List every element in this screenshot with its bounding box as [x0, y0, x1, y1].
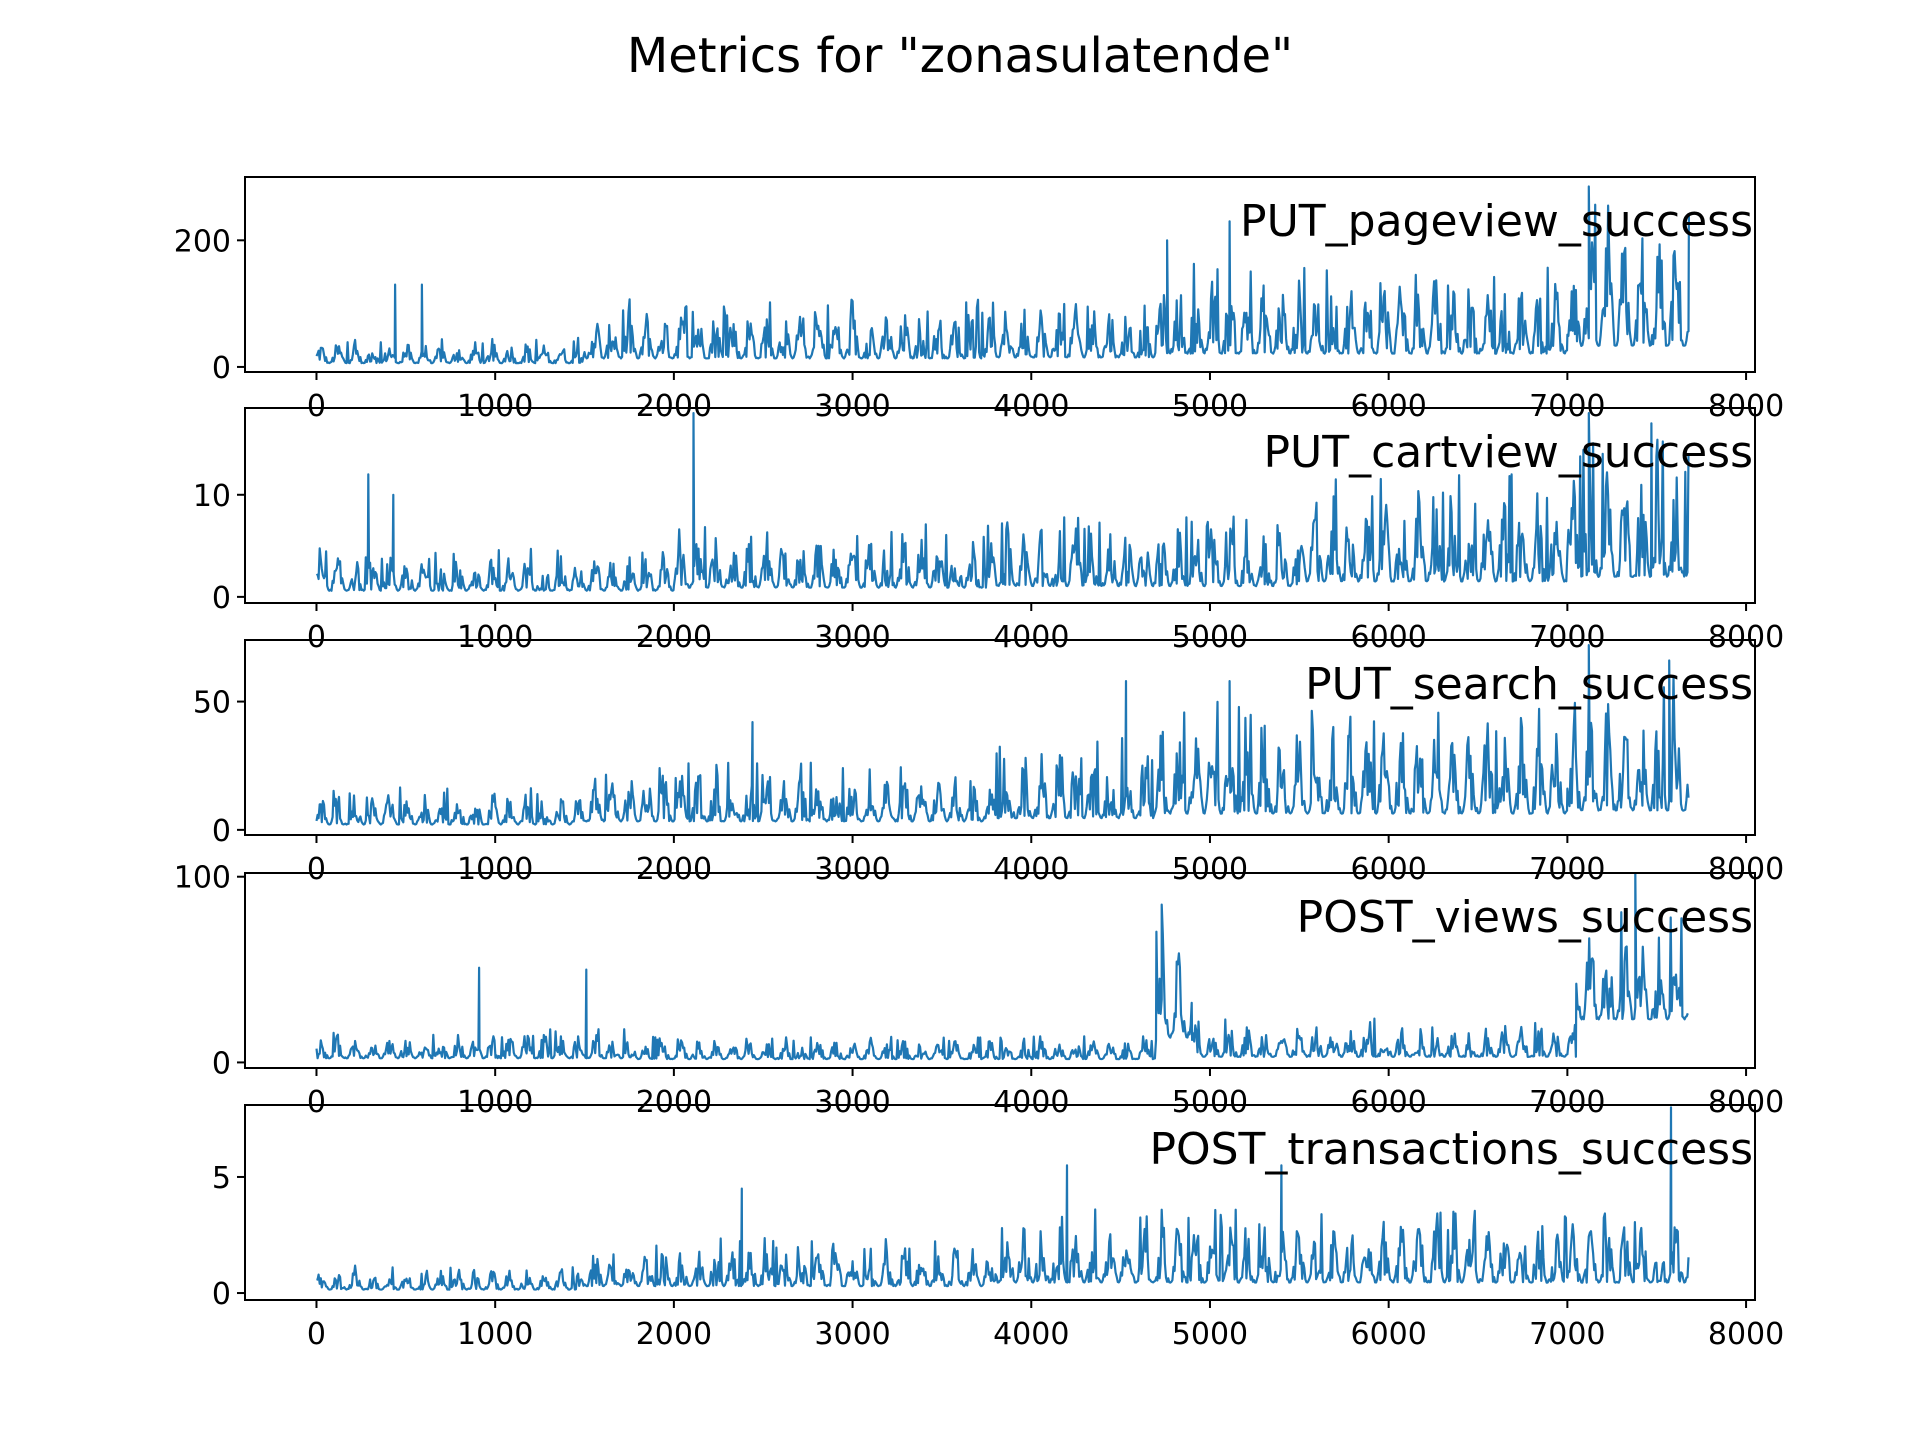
x-tick-label: 2000	[636, 852, 712, 887]
panel-label: PUT_search_success	[1305, 659, 1753, 710]
x-tick-label: 5000	[1172, 1317, 1248, 1352]
x-tick-label: 7000	[1529, 1085, 1605, 1120]
x-tick-label: 8000	[1708, 1085, 1784, 1120]
x-tick-label: 4000	[993, 852, 1069, 887]
panel-label: POST_transactions_success	[1149, 1124, 1753, 1175]
x-tick-label: 8000	[1708, 389, 1784, 424]
x-tick-label: 0	[307, 389, 326, 424]
panel-label: PUT_pageview_success	[1240, 196, 1753, 247]
x-tick-label: 0	[307, 620, 326, 655]
subplot-2: 0 10 0 1000 2000 3000 4000 5000 6000 7000 8000 PUT_…	[193, 407, 1784, 655]
x-tick-label: 4000	[993, 389, 1069, 424]
y-tick-label: 50	[193, 686, 231, 721]
x-tick-label: 3000	[814, 620, 890, 655]
x-tick-label: 2000	[636, 1085, 712, 1120]
x-tick-label: 0	[307, 1317, 326, 1352]
x-tick-label: 2000	[636, 389, 712, 424]
y-tick-label: 0	[212, 581, 231, 616]
x-tick-label: 7000	[1529, 1317, 1605, 1352]
x-tick-label: 8000	[1708, 852, 1784, 887]
axes-frame	[244, 407, 1756, 604]
x-tick-label: 8000	[1708, 620, 1784, 655]
x-tick-label: 7000	[1529, 389, 1605, 424]
x-tick-label: 7000	[1529, 852, 1605, 887]
x-tick-label: 1000	[457, 1317, 533, 1352]
x-tick-label: 0	[307, 1085, 326, 1120]
x-tick-label: 4000	[993, 620, 1069, 655]
x-tick-label: 6000	[1350, 852, 1426, 887]
x-tick-label: 3000	[814, 1085, 890, 1120]
x-tick-label: 1000	[457, 620, 533, 655]
panel-label: PUT_cartview_success	[1263, 427, 1753, 478]
x-tick-label: 0	[307, 852, 326, 887]
x-tick-label: 3000	[814, 389, 890, 424]
series-line-PUT_pageview_success	[315, 185, 1690, 365]
x-tick-label: 6000	[1350, 1085, 1426, 1120]
x-tick-label: 1000	[457, 852, 533, 887]
series-line-POST_views_success	[315, 873, 1689, 1061]
x-tick-label: 2000	[636, 1317, 712, 1352]
x-tick-label: 3000	[814, 1317, 890, 1352]
y-tick-label: 5	[212, 1161, 231, 1196]
y-tick-label: 0	[212, 1046, 231, 1081]
x-tick-label: 5000	[1172, 389, 1248, 424]
y-tick-label: 100	[174, 861, 231, 896]
x-tick-label: 1000	[457, 1085, 533, 1120]
series-line-POST_transactions_success	[316, 1106, 1690, 1291]
x-tick-label: 1000	[457, 389, 533, 424]
subplot-5: 0 5 0 1000 2000 3000 4000 5000 6000 7000 8000 POST_…	[212, 1104, 1784, 1352]
axes-frame	[244, 1104, 1756, 1301]
x-tick-label: 8000	[1708, 1317, 1784, 1352]
panel-label: POST_views_success	[1297, 892, 1753, 943]
y-tick-label: 0	[212, 814, 231, 849]
series-line-PUT_cartview_success	[315, 412, 1690, 592]
axes-frame	[244, 639, 1756, 836]
y-tick-label: 0	[212, 351, 231, 386]
x-tick-label: 4000	[993, 1085, 1069, 1120]
x-tick-label: 5000	[1172, 620, 1248, 655]
x-tick-label: 6000	[1350, 1317, 1426, 1352]
axes-frame	[244, 176, 1756, 373]
x-tick-label: 5000	[1172, 1085, 1248, 1120]
x-tick-label: 6000	[1350, 620, 1426, 655]
x-tick-label: 2000	[636, 620, 712, 655]
x-tick-label: 4000	[993, 1317, 1069, 1352]
x-tick-label: 3000	[814, 852, 890, 887]
x-tick-label: 5000	[1172, 852, 1248, 887]
y-tick-label: 200	[174, 224, 231, 259]
figure-title: Metrics for "zonasulatende"	[627, 28, 1293, 84]
axes-frame	[244, 872, 1756, 1069]
x-tick-label: 7000	[1529, 620, 1605, 655]
series-line-PUT_search_success	[315, 644, 1690, 826]
y-tick-label: 0	[212, 1277, 231, 1312]
x-tick-label: 6000	[1350, 389, 1426, 424]
y-tick-label: 10	[193, 479, 231, 514]
